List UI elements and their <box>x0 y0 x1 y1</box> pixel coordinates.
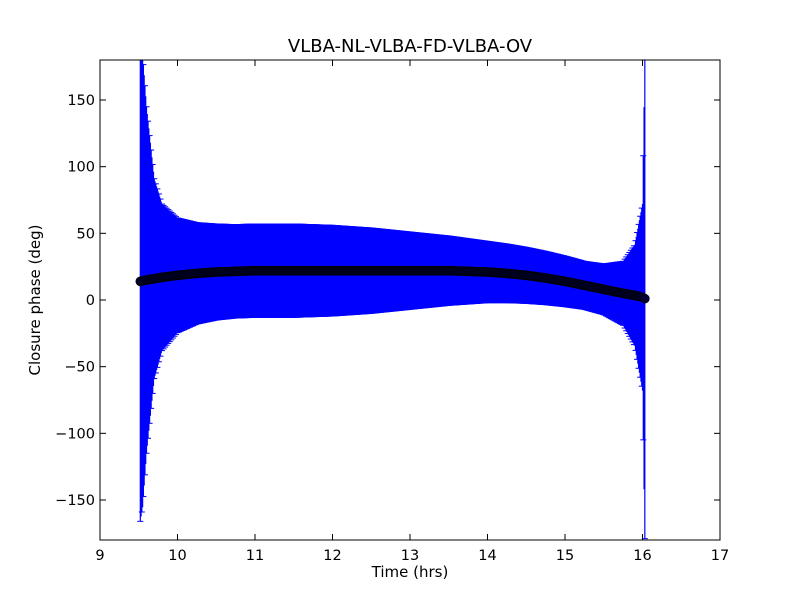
y-tick-label: 100 <box>67 160 95 176</box>
y-axis-label: Closure phase (deg) <box>26 225 44 376</box>
x-tick-label: 11 <box>246 548 264 564</box>
y-tick-label: −50 <box>64 360 95 376</box>
x-axis-label: Time (hrs) <box>371 563 449 581</box>
y-tick-label: 150 <box>67 93 95 109</box>
x-tick-label: 10 <box>168 548 186 564</box>
chart-title: VLBA-NL-VLBA-FD-VLBA-OV <box>288 36 533 57</box>
x-tick-label: 12 <box>323 548 341 564</box>
axis-ticks: 9 10 11 12 13 14 15 16 17 −150 −100 −50 0 50 100 150 <box>55 60 729 564</box>
y-tick-label: −150 <box>55 493 95 509</box>
plot-area <box>135 60 650 540</box>
data-point <box>640 293 650 304</box>
y-tick-label: −100 <box>55 426 95 442</box>
y-tick-label: 0 <box>86 293 95 309</box>
x-tick-label: 16 <box>633 548 651 564</box>
x-tick-label: 9 <box>95 548 104 564</box>
x-tick-label: 14 <box>478 548 496 564</box>
x-tick-label: 15 <box>556 548 574 564</box>
y-tick-label: 50 <box>77 226 95 242</box>
x-tick-label: 17 <box>711 548 729 564</box>
x-tick-label: 13 <box>401 548 419 564</box>
